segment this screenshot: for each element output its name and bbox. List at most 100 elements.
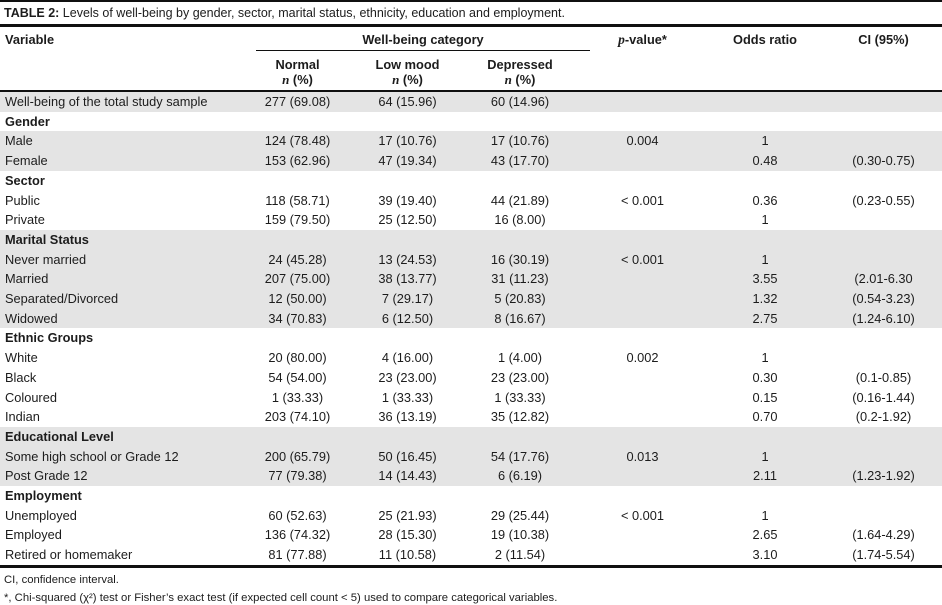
- cell-ci: (1.64-4.29): [852, 527, 915, 543]
- subcol-unit: n (%): [392, 72, 423, 87]
- column-header-variable: Variable: [5, 32, 55, 47]
- p-italic: p: [618, 32, 625, 47]
- table-body: Well-being of the total study sample 277 …: [0, 91, 942, 566]
- cell-p-value: [580, 91, 705, 112]
- cell-depressed: 8 (16.67): [494, 310, 546, 326]
- cell-low-mood: 64 (15.96): [378, 94, 437, 109]
- cell-low-mood: 11 (10.58): [378, 547, 437, 563]
- cell-normal: [240, 112, 355, 132]
- cell-depressed: 44 (21.89): [490, 192, 550, 208]
- data-row: Married 207 (75.00) 38 (13.77) 31 (11.23) 3.…: [0, 269, 942, 290]
- cell-ci: (0.54-3.23): [852, 291, 915, 307]
- column-header-normal: Normal n (%): [240, 53, 355, 91]
- data-row: Male 124 (78.48) 17 (10.76) 17 (10.76) 0.004…: [0, 131, 942, 152]
- cell-low-mood: 25 (21.93): [378, 507, 437, 523]
- cell-normal: 60 (52.63): [268, 507, 327, 523]
- group-header-label: Well-being category: [256, 32, 590, 51]
- cell-depressed: [460, 486, 580, 506]
- cell-ci: (0.30-0.75): [852, 153, 915, 169]
- data-row: Public 118 (58.71) 39 (19.40) 44 (21.89) < 0…: [0, 191, 942, 211]
- cell-p-value: < 0.001: [620, 192, 665, 208]
- cell-p-value: < 0.001: [620, 251, 665, 267]
- section-header-row: Ethnic Groups: [0, 328, 942, 348]
- cell-normal: [240, 171, 355, 191]
- cell-depressed: 17 (10.76): [490, 133, 550, 149]
- cell-depressed: 23 (23.00): [490, 369, 550, 385]
- cell-odds-ratio: 0.30: [752, 369, 778, 385]
- cell-variable: Educational Level: [5, 428, 114, 444]
- footnote-statistical-test: *, Chi-squared (χ²) test or Fisher’s exa…: [4, 591, 558, 604]
- cell-odds-ratio: 0.48: [752, 153, 778, 169]
- cell-depressed: 5 (20.83): [494, 291, 546, 307]
- cell-p-value: [580, 388, 705, 408]
- footnote-ci: CI, confidence interval.: [4, 573, 119, 586]
- data-row: Private 159 (79.50) 25 (12.50) 16 (8.00) 1: [0, 210, 942, 230]
- subcol-name: Depressed: [487, 57, 553, 72]
- cell-depressed: 19 (10.38): [490, 527, 550, 543]
- cell-variable: Male: [5, 133, 33, 149]
- cell-variable: White: [5, 350, 38, 366]
- cell-variable: Unemployed: [5, 507, 77, 523]
- data-row: Unemployed 60 (52.63) 25 (21.93) 29 (25.44)…: [0, 506, 942, 526]
- cell-depressed: [460, 112, 580, 132]
- cell-ci: [825, 506, 942, 526]
- data-row: Separated/Divorced 12 (50.00) 7 (29.17) 5 (…: [0, 289, 942, 309]
- cell-low-mood: 38 (13.77): [378, 271, 437, 287]
- cell-odds-ratio: 1: [761, 507, 769, 523]
- cell-normal: [240, 486, 355, 506]
- table-number-label: TABLE 2:: [4, 6, 60, 20]
- cell-depressed: [460, 171, 580, 191]
- p-value-rest: -value*: [624, 32, 667, 47]
- cell-variable: Post Grade 12: [5, 468, 88, 484]
- data-row: Employed 136 (74.32) 28 (15.30) 19 (10.38) 2…: [0, 525, 942, 545]
- cell-depressed: 43 (17.70): [490, 153, 550, 169]
- cell-odds-ratio: 1: [761, 350, 769, 366]
- cell-odds-ratio: 1: [761, 133, 769, 149]
- cell-odds-ratio: [705, 328, 825, 348]
- cell-ci: (0.2-1.92): [855, 409, 912, 425]
- header-row-top: Variable Well-being category p-value* Od…: [0, 27, 942, 53]
- cell-low-mood: 6 (12.50): [381, 310, 434, 326]
- cell-normal: 277 (69.08): [264, 94, 331, 109]
- cell-low-mood: 4 (16.00): [381, 350, 434, 366]
- cell-normal: 203 (74.10): [264, 409, 331, 425]
- section-header-row: Employment: [0, 486, 942, 506]
- subcol-unit: n (%): [282, 72, 313, 87]
- table-title: TABLE 2: Levels of well-being by gender,…: [0, 0, 942, 27]
- data-row: Coloured 1 (33.33) 1 (33.33) 1 (33.33) 0.15 (…: [0, 388, 942, 408]
- data-row: Female 153 (62.96) 47 (19.34) 43 (17.70) 0.4…: [0, 151, 942, 171]
- cell-ci: [825, 91, 942, 112]
- cell-low-mood: 13 (24.53): [378, 251, 437, 267]
- data-row: Retired or homemaker 81 (77.88) 11 (10.58)…: [0, 545, 942, 566]
- cell-odds-ratio: [705, 171, 825, 191]
- cell-p-value: [580, 309, 705, 329]
- cell-ci: [825, 171, 942, 191]
- cell-ci: [825, 328, 942, 348]
- cell-depressed: 6 (6.19): [497, 468, 543, 484]
- cell-odds-ratio: 0.70: [752, 409, 778, 425]
- subcol-name: Low mood: [375, 57, 440, 72]
- cell-normal: 118 (58.71): [265, 192, 330, 208]
- table-title-text: Levels of well-being by gender, sector, …: [59, 6, 565, 20]
- cell-p-value: [580, 368, 705, 388]
- cell-p-value: 0.002: [626, 350, 659, 366]
- cell-low-mood: [355, 328, 460, 348]
- cell-odds-ratio: [705, 91, 825, 112]
- data-row: Well-being of the total study sample 277 …: [0, 91, 942, 112]
- column-header-p-value: p-value*: [580, 27, 705, 91]
- cell-low-mood: [355, 230, 460, 250]
- cell-variable: Sector: [5, 172, 45, 188]
- cell-depressed: 1 (4.00): [497, 350, 543, 366]
- data-row: Post Grade 12 77 (79.38) 14 (14.43) 6 (6.19…: [0, 466, 942, 487]
- cell-ci: (0.1-0.85): [855, 369, 912, 385]
- cell-low-mood: 23 (23.00): [378, 369, 437, 385]
- cell-odds-ratio: 3.10: [752, 547, 778, 563]
- cell-low-mood: 39 (19.40): [378, 192, 437, 208]
- cell-ci: (2.01-6.30: [854, 271, 913, 287]
- cell-p-value: [580, 545, 705, 566]
- cell-variable: Public: [5, 192, 40, 208]
- cell-low-mood: [355, 427, 460, 447]
- cell-odds-ratio: 1.32: [752, 291, 778, 307]
- cell-p-value: 0.013: [626, 448, 659, 464]
